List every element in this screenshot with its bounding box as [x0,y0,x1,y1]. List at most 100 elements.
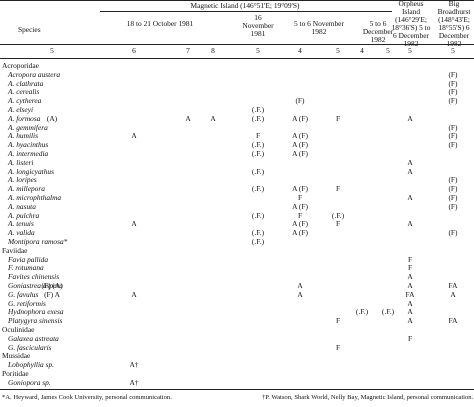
cell: A† [129,360,139,370]
cell: A (F) [292,228,308,238]
cell: F [407,254,413,264]
cell: (.F.) [251,140,265,150]
cell: F [335,113,341,123]
cell: (.F.) [381,307,395,317]
group-header: Orpheus Island (146°29'E; 18°36'S) 5 to … [391,0,431,48]
species-name: A. humilis [8,131,38,141]
species-name: A. millepora [8,184,45,194]
cell: F [407,263,413,273]
cell: A [407,193,413,202]
cell: (F) [448,78,458,88]
cell: A [407,219,413,229]
species-name: F. rotumana [8,263,44,273]
column-number: 8 [211,46,215,55]
family-name: Faviidae [2,245,28,255]
species-name: Montipora ramosa* [8,237,68,246]
species-name: Acropora austera [8,69,61,79]
species-name: Hydnophora exesa [8,307,64,317]
species-name: G. retiformis [8,298,46,308]
group-header: Big Broadhurst (148°43'E; 18°55'S) 6 Dec… [437,0,471,48]
cell: A [131,219,137,229]
species-name: G. favulus [8,289,39,299]
group-header: 16 November 1981 [242,13,274,38]
species-name: A. clathrata [8,78,44,88]
cell: (F) [448,122,458,132]
column-number: 5 [336,46,340,55]
cell: A [407,272,413,282]
cell: A [297,281,303,290]
cell: A [131,289,137,299]
footnote: *A. Heyward, James Cook University, pers… [2,394,172,401]
family-name: Mussidae [2,351,31,361]
species-name: A. nasuta [8,201,36,211]
rule [0,389,474,390]
cell: A [407,157,413,167]
cell: F [297,210,303,220]
cell: F [335,342,341,352]
species-name: Favia pallida [8,254,49,264]
rule [0,0,474,1]
cell: (.F.) [251,184,265,194]
cell: (.F.) [251,228,265,238]
species-name: A. valida [8,228,35,238]
cell: A [297,289,303,299]
cell: A [185,113,191,123]
family-name: Acroporidae [2,61,39,70]
cell: (F) [448,140,458,150]
cell: A [407,298,413,308]
species-name: A. listeri [8,157,34,167]
species-name: A. hyacinthus [8,140,49,150]
cell: (F) [448,201,458,211]
cell: A (F) [292,184,308,194]
rule [0,44,474,45]
cell: A [407,166,413,176]
cell: FA [405,289,415,299]
species-name: A. intermedia [8,149,49,158]
group-header: 18 to 21 October 1981 [126,19,194,28]
cell: A [407,307,413,317]
rule [0,58,474,59]
column-number: 5 [50,46,54,55]
family-name: Poritidae [2,369,29,378]
cell: F [335,219,341,229]
cell: A (F) [292,131,308,141]
cell: A (F) [292,113,308,123]
cell: (.F.) [251,105,265,114]
species-name: A. pulchra [8,210,40,220]
species-name: A. loripes [8,175,37,185]
cell: (.F.) [251,113,265,123]
column-number: 7 [186,46,190,55]
cell: (F) [448,175,458,185]
column-number: 5 [451,46,455,55]
column-number: 4 [360,46,364,55]
column-number: 5 [386,46,390,55]
cell: F [297,193,303,202]
cell: A [450,289,456,299]
species-name: A. tenuis [8,219,34,229]
cell: F [255,131,261,141]
cell: (.F.) [355,307,369,317]
species-name: A. formosa [8,113,41,123]
cell: A [407,281,413,290]
cell: (F) [448,184,458,194]
cell: (F) [448,228,458,238]
cell: (.F.) [251,149,265,158]
cell: (F) [448,69,458,79]
rule [100,11,392,12]
cell: F [335,184,341,194]
cell: A (F) [292,149,308,158]
cell: (F) A [44,289,60,299]
footnote: †P. Watson, Shark World, Nelly Bay, Magn… [262,394,474,401]
cell: F [407,333,413,343]
cell: (.F.) [251,166,265,176]
species-name: Platygyra sinensis [8,316,63,326]
column-number: 5 [256,46,260,55]
cell: (.F.) [251,237,265,246]
cell: A [407,316,413,326]
family-name: Oculinidae [2,325,35,334]
column-number: 5 [408,46,412,55]
species-name: A. longicyathus [8,166,54,176]
cell: A [407,113,413,123]
group-header: 5 to 6 November 1982 [294,19,344,36]
